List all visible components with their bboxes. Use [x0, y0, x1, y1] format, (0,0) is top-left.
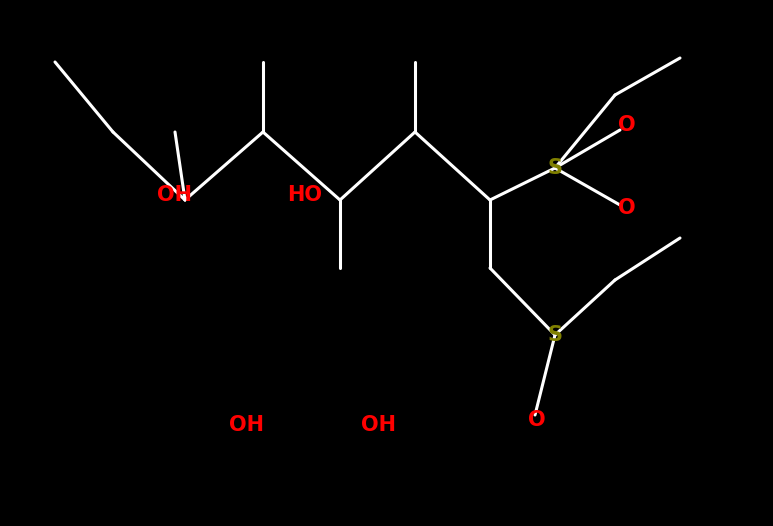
Text: S: S — [547, 158, 563, 178]
Text: O: O — [528, 410, 546, 430]
Text: HO: HO — [288, 185, 322, 205]
Text: O: O — [618, 198, 636, 218]
Text: S: S — [547, 325, 563, 345]
Text: OH: OH — [360, 415, 396, 435]
Text: O: O — [618, 115, 636, 135]
Text: OH: OH — [230, 415, 264, 435]
Text: OH: OH — [158, 185, 192, 205]
